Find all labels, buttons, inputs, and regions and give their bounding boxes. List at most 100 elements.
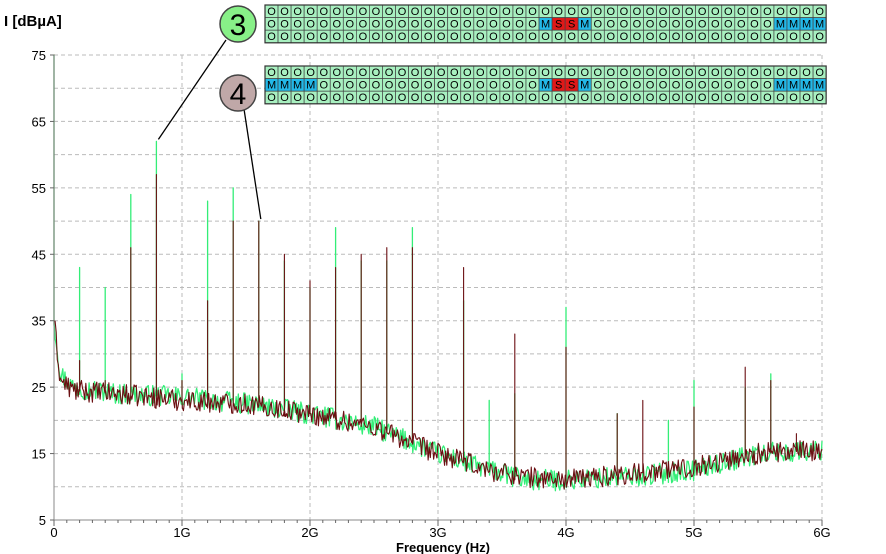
state-cell-label: O [528,6,537,18]
state-cell-label: O [359,92,368,104]
x-tick-label: 1G [173,525,190,540]
state-cell-label: O [280,31,289,43]
state-cell-label: O [267,92,276,104]
state-cell-label: O [515,80,524,92]
state-cell-label: O [319,92,328,104]
state-cell-label: O [750,92,759,104]
state-cell-label: O [476,6,485,18]
state-cell-label: O [789,6,798,18]
state-cell-label: O [332,92,341,104]
state-cell-label: O [319,19,328,31]
state-cell-label: O [724,6,733,18]
state-cell-label: O [593,92,602,104]
state-grid-border [264,65,827,105]
state-cell-label: O [672,92,681,104]
state-cell-label: O [815,92,824,104]
state-cell-label: O [711,92,720,104]
y-tick-label: 75 [32,48,46,63]
state-cell-label: O [698,19,707,31]
state-cell-label: O [319,80,328,92]
state-cell-label: O [724,80,733,92]
state-cell-label: O [802,31,811,43]
state-cell-label: M [802,19,811,31]
state-cell-label: O [620,92,629,104]
state-cell-label: O [293,92,302,104]
state-cell-label: S [555,19,562,31]
state-cell-label: O [306,6,315,18]
state-cell-label: O [593,67,602,79]
state-cell-label: O [502,31,511,43]
state-cell-label: O [515,19,524,31]
state-cell-label: O [633,6,642,18]
state-cell-label: O [659,92,668,104]
state-cell-label: O [306,92,315,104]
state-cell-label: O [620,67,629,79]
state-cell-label: O [620,6,629,18]
state-cell-label: O [280,92,289,104]
state-cell-label: O [776,92,785,104]
state-cell-label: O [385,19,394,31]
callout-badge [219,5,257,43]
state-cell-label: O [319,67,328,79]
state-cell-label: O [306,67,315,79]
state-cell-label: O [685,80,694,92]
state-cell-label: O [450,92,459,104]
state-cell-label: O [293,31,302,43]
state-cell-label: O [541,92,550,104]
state-cell-label: M [293,80,302,92]
state-cell-label: O [489,31,498,43]
state-cell-label: O [267,6,276,18]
state-cell-label: M [541,80,550,92]
state-cell-label: O [659,80,668,92]
state-cell-label: O [815,31,824,43]
series-lines [53,54,823,492]
state-cell-label: O [332,67,341,79]
state-cell-label: M [776,80,785,92]
state-cell-label: M [306,80,315,92]
state-cell-label: O [346,19,355,31]
state-cell-label: O [724,67,733,79]
state-cell-label: O [476,92,485,104]
state-cell-label: O [711,19,720,31]
state-cell-label: O [372,6,381,18]
y-tick-label: 35 [32,314,46,329]
state-cell-label: O [633,92,642,104]
state-cell-label: O [424,6,433,18]
state-cell-label: O [750,31,759,43]
state-cell-label: O [789,31,798,43]
state-cell-label: O [463,6,472,18]
state-cell-label: O [724,31,733,43]
state-cell-label: O [724,92,733,104]
state-cell-label: O [593,6,602,18]
state-cell-label: O [620,19,629,31]
state-cell-label: O [685,31,694,43]
state-cell-label: O [776,67,785,79]
state-cell-label: O [737,19,746,31]
state-cell-label: O [346,80,355,92]
state-cell-label: O [424,67,433,79]
state-cell-label: O [541,67,550,79]
state-cell-label: O [476,19,485,31]
state-cell-label: O [580,67,589,79]
state-cell-label: O [293,67,302,79]
y-tick-label: 45 [32,247,46,262]
state-cell-label: O [450,80,459,92]
y-tick-label: 25 [32,380,46,395]
state-cell-label: O [698,31,707,43]
state-cell-label: O [698,6,707,18]
state-cell-label: O [607,92,616,104]
state-cell-label: O [424,80,433,92]
state-cell-label: O [515,6,524,18]
axes [50,54,823,526]
state-cell-label: O [502,80,511,92]
state-cell-label: O [450,19,459,31]
y-tick-label: 5 [39,513,46,528]
state-cell-label: O [815,6,824,18]
state-cell-label: O [385,80,394,92]
state-cell-label: O [607,6,616,18]
state-cell-label: O [332,31,341,43]
state-cell-label: O [620,80,629,92]
state-cell-label: O [554,92,563,104]
